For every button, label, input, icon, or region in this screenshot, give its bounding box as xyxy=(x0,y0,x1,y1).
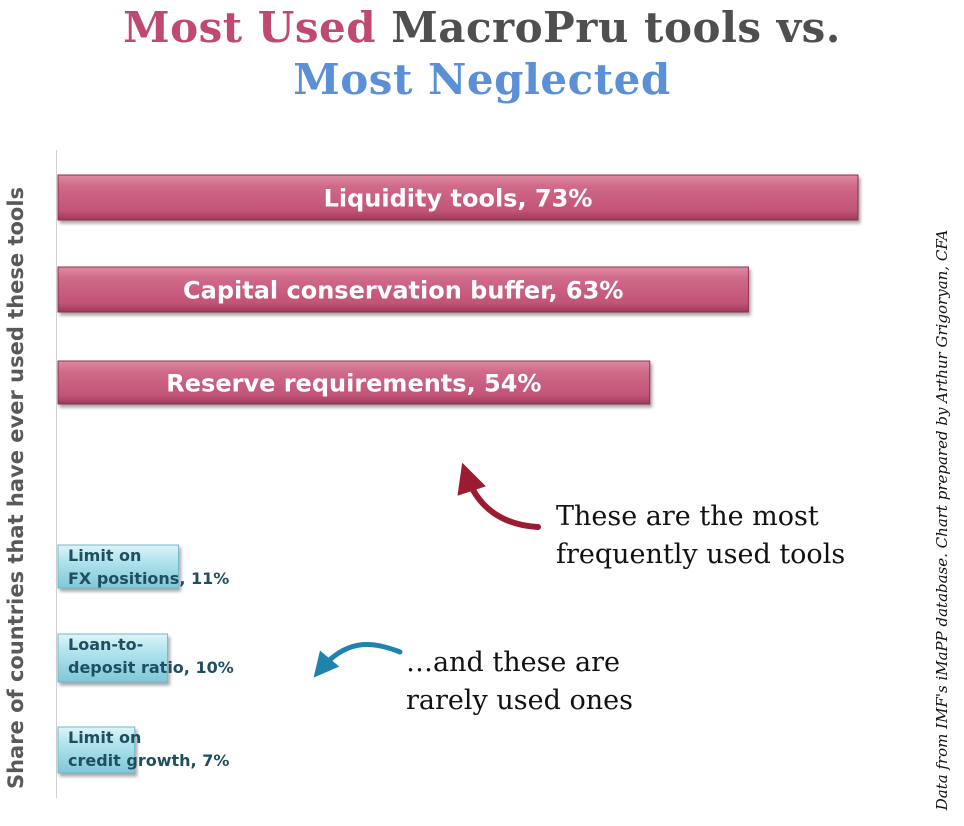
bar-5 xyxy=(57,633,169,683)
rarely-used-annotation: …and these are rarely used ones xyxy=(406,644,633,720)
chart-title: Most Used MacroPru tools vs. Most Neglec… xyxy=(0,2,964,106)
bar-label-4: Limit on FX positions, 11% xyxy=(68,546,229,588)
bar-label-line: Limit on xyxy=(68,728,141,747)
annotation-line: These are the most xyxy=(556,501,819,532)
most-used-annotation: These are the most frequently used tools xyxy=(556,498,845,574)
title-most-neglected: Most Neglected xyxy=(293,55,671,104)
y-axis-line xyxy=(56,150,57,798)
source-note: Data from IMF's iMaPP database. Chart pr… xyxy=(933,229,951,811)
title-line-2: Most Neglected xyxy=(0,54,964,106)
bar-label-line: deposit ratio, 10% xyxy=(68,658,234,677)
bar-2 xyxy=(57,266,749,313)
bar-label-line: credit growth, 7% xyxy=(68,751,229,770)
annotation-line: rarely used ones xyxy=(406,685,633,716)
bar-4 xyxy=(57,544,180,589)
title-most-used: Most Used xyxy=(123,3,377,52)
most-used-arrow-icon xyxy=(457,462,541,530)
bar-label-3: Reserve requirements, 54% xyxy=(166,370,541,398)
bar-label-5: Loan-to-deposit ratio, 10% xyxy=(68,635,234,677)
title-macropru: MacroPru tools vs. xyxy=(391,3,841,52)
bar-1 xyxy=(57,174,859,221)
title-line-1: Most Used MacroPru tools vs. xyxy=(0,2,964,54)
bar-label-line: Loan-to- xyxy=(68,635,143,654)
bar-label-1: Liquidity tools, 73% xyxy=(324,185,593,213)
rarely-used-arrow-icon xyxy=(313,642,403,678)
bar-6 xyxy=(57,726,136,774)
bar-label-2: Capital conservation buffer, 63% xyxy=(183,277,623,305)
bar-label-line: FX positions, 11% xyxy=(68,569,229,588)
annotation-line: …and these are xyxy=(406,647,620,678)
bar-label-6: Limit on credit growth, 7% xyxy=(68,728,229,770)
bar-label-line: Limit on xyxy=(68,546,141,565)
bar-3 xyxy=(57,360,651,405)
annotation-line: frequently used tools xyxy=(556,539,846,570)
